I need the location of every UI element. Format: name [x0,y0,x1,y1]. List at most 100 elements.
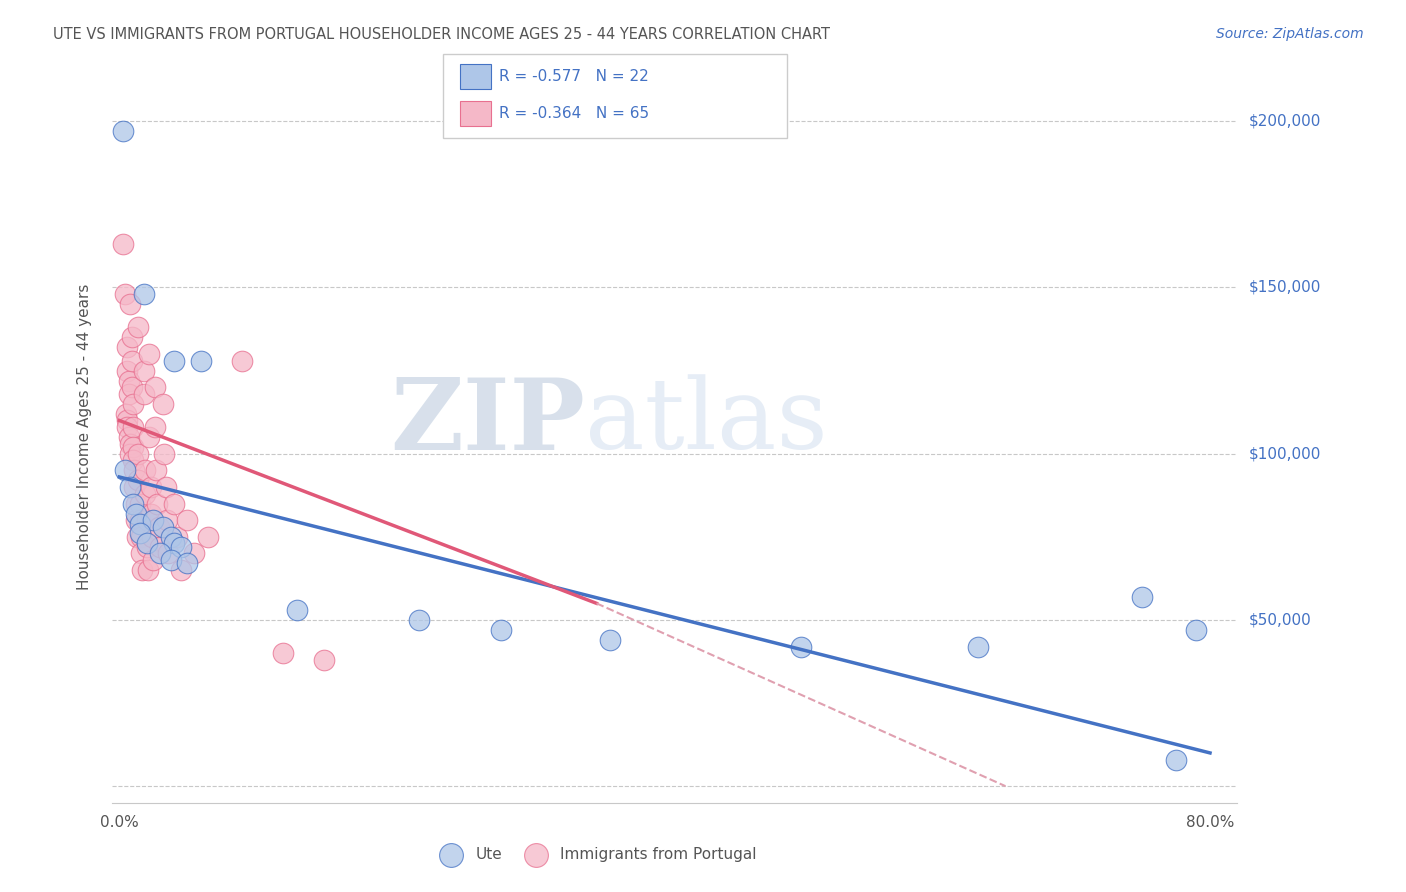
Point [122,440,145,454]
Point [155,480,177,494]
Point [1185,623,1208,637]
Point [169,563,191,577]
Point [132,287,155,301]
Point [124,513,146,527]
Legend: Ute, Immigrants from Portugal: Ute, Immigrants from Portugal [429,841,763,868]
Point [118,430,141,444]
Point [153,447,176,461]
Point [125,530,148,544]
Point [127,320,149,334]
Point [128,513,150,527]
Text: $100,000: $100,000 [1249,446,1320,461]
Point [271,646,294,660]
Point [599,632,621,647]
Point [136,563,159,577]
Point [127,473,149,487]
Point [169,540,191,554]
Point [166,530,188,544]
Point [149,546,172,560]
Point [118,374,141,388]
Point [121,380,143,394]
Text: $150,000: $150,000 [1249,280,1320,295]
Point [176,557,198,571]
Text: $200,000: $200,000 [1249,114,1320,128]
Point [408,613,430,627]
Y-axis label: Householder Income Ages 25 - 44 years: Householder Income Ages 25 - 44 years [77,284,91,591]
Point [139,507,162,521]
Point [152,397,174,411]
Point [141,530,163,544]
Point [143,380,166,394]
Point [132,387,155,401]
Point [138,347,160,361]
Point [134,463,156,477]
Point [118,387,141,401]
Text: Source: ZipAtlas.com: Source: ZipAtlas.com [1216,27,1364,41]
Point [1130,590,1153,604]
Point [138,430,160,444]
Point [120,480,142,494]
Point [152,520,174,534]
Point [143,420,166,434]
Point [114,287,136,301]
Point [145,463,167,477]
Point [122,497,145,511]
Point [312,653,335,667]
Point [157,546,180,560]
Point [117,413,139,427]
Point [160,553,183,567]
Point [131,563,153,577]
Point [176,513,198,527]
Point [190,353,212,368]
Point [124,463,146,477]
Text: $50,000: $50,000 [1249,613,1312,627]
Point [122,420,145,434]
Point [129,530,152,544]
Point [122,397,145,411]
Point [121,330,143,344]
Point [163,536,186,550]
Point [1164,753,1187,767]
Point [183,546,205,560]
Point [121,353,143,368]
Point [197,530,219,544]
Point [134,486,156,500]
Point [142,513,165,527]
Point [156,513,179,527]
Point [122,453,145,467]
Point [285,603,308,617]
Point [148,520,170,534]
Point [135,540,157,554]
Point [128,526,150,541]
Point [120,297,142,311]
Point [112,124,135,138]
Point [124,480,146,494]
Point [967,640,990,654]
Point [163,497,186,511]
Point [163,353,186,368]
Point [135,536,157,550]
Point [124,497,146,511]
Point [790,640,813,654]
Point [117,363,139,377]
Point [128,516,150,531]
Text: R = -0.577   N = 22: R = -0.577 N = 22 [499,70,650,84]
Point [112,237,135,252]
Point [114,463,136,477]
Point [129,546,152,560]
Point [117,340,139,354]
Point [115,407,138,421]
Point [149,540,172,554]
Text: atlas: atlas [585,375,828,470]
Point [489,623,512,637]
Point [135,513,157,527]
Point [139,480,162,494]
Point [132,363,155,377]
Point [117,420,139,434]
Text: R = -0.364   N = 65: R = -0.364 N = 65 [499,106,650,120]
Point [120,436,142,450]
Point [128,497,150,511]
Point [127,447,149,461]
Point [142,553,165,567]
Point [160,530,183,544]
